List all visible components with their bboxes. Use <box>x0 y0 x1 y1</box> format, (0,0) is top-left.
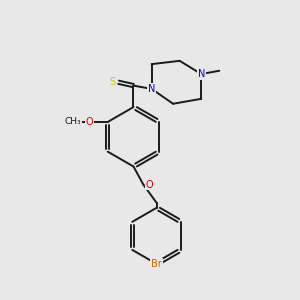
Text: Br: Br <box>151 259 162 269</box>
Text: CH₃: CH₃ <box>65 117 81 126</box>
Text: O: O <box>86 117 93 127</box>
Text: N: N <box>197 69 205 79</box>
Text: N: N <box>148 84 155 94</box>
Text: O: O <box>146 180 153 190</box>
Text: S: S <box>109 77 115 87</box>
